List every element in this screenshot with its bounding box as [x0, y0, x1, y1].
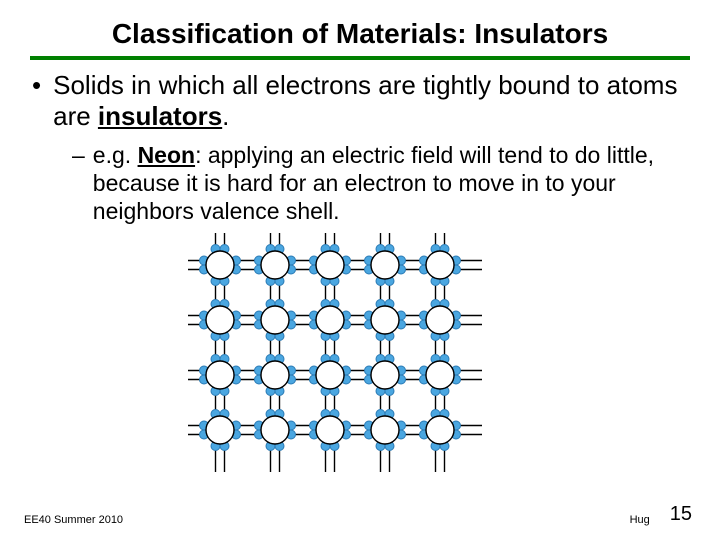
footer-course: EE40 Summer 2010 [24, 514, 630, 526]
bullet-level-2: – e.g. Neon: applying an electric field … [72, 142, 692, 225]
bullet2-text: e.g. Neon: applying an electric field wi… [93, 142, 692, 225]
bullet2-strong: Neon [138, 142, 196, 168]
title-underline [30, 56, 690, 60]
lattice-diagram [188, 233, 533, 493]
bullet1-post: . [222, 101, 229, 131]
footer-author: Hug [630, 514, 670, 526]
footer: EE40 Summer 2010 Hug 15 [0, 503, 720, 526]
slide: Classification of Materials: Insulators … [0, 0, 720, 540]
bullet1-text: Solids in which all electrons are tightl… [53, 70, 692, 132]
footer-page-number: 15 [670, 503, 696, 526]
lattice-diagram-wrap [28, 233, 692, 498]
slide-title: Classification of Materials: Insulators [28, 18, 692, 50]
bullet-marker: • [32, 70, 41, 132]
bullet-level-1: • Solids in which all electrons are tigh… [32, 70, 692, 132]
bullet1-strong: insulators [98, 101, 222, 131]
bullet2-marker: – [72, 142, 85, 225]
bullet2-pre: e.g. [93, 142, 138, 168]
